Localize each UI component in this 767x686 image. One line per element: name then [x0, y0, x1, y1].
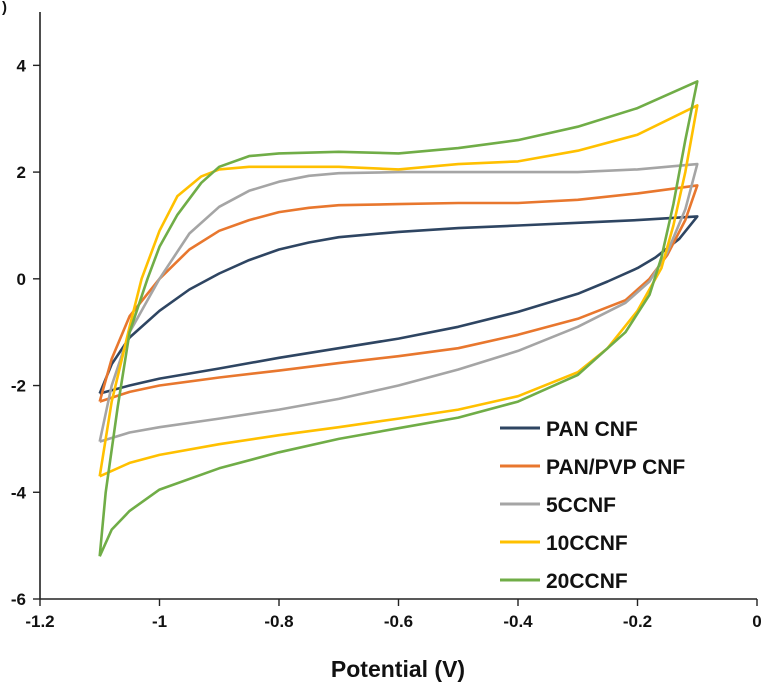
legend-label: PAN/PVP CNF	[546, 456, 685, 479]
x-tick-label: -0.2	[623, 612, 652, 631]
legend-label: PAN CNF	[546, 418, 638, 441]
x-tick-label: -1.2	[25, 612, 54, 631]
series-line-pan-pvp-cnf	[98, 184, 699, 403]
x-tick-label: -0.8	[264, 612, 293, 631]
y-tick-label: -2	[11, 377, 26, 396]
legend-label: 5CCNF	[546, 494, 616, 517]
x-axis-title: Potential (V)	[331, 656, 465, 682]
series-line-10ccnf	[98, 104, 699, 478]
axes	[33, 12, 758, 606]
y-tick-label: -6	[11, 590, 26, 609]
legend-label: 10CCNF	[546, 532, 628, 555]
series-line-5ccnf	[98, 162, 699, 443]
y-tick-label: 4	[17, 56, 27, 75]
series-line-pan-cnf	[98, 215, 699, 395]
legend-label: 20CCNF	[546, 570, 628, 593]
x-tick-label: -0.4	[503, 612, 533, 631]
x-tick-label: -1	[152, 612, 167, 631]
series-line-20ccnf	[98, 80, 699, 557]
x-tick-label: 0	[752, 612, 761, 631]
panel-letter: )	[2, 0, 7, 16]
y-tick-label: 2	[17, 163, 26, 182]
y-tick-labels: -6 -4 -2 0 2 4	[11, 56, 27, 609]
x-tick-labels: -1.2 -1 -0.8 -0.6 -0.4 -0.2 0	[25, 612, 761, 631]
y-tick-label: -4	[11, 483, 27, 502]
x-tick-label: -0.6	[384, 612, 413, 631]
plot-area	[98, 80, 699, 557]
y-tick-label: 0	[17, 270, 26, 289]
legend: PAN CNF PAN/PVP CNF 5CCNF 10CCNF 20CCNF	[500, 418, 685, 593]
